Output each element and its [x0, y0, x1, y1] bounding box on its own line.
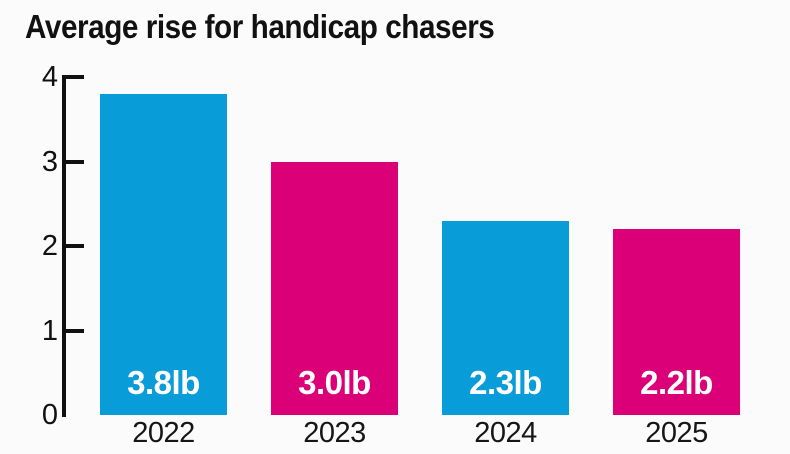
bar-2025: 2.2lb	[613, 229, 740, 415]
y-axis-label-3: 3	[41, 145, 58, 178]
x-axis-label-2023: 2023	[303, 417, 366, 449]
y-axis-tick-2	[62, 244, 84, 248]
bar-value-label-2025: 2.2lb	[640, 363, 713, 401]
y-axis-label-1: 1	[41, 314, 58, 347]
y-axis-tick-3	[62, 159, 84, 164]
y-axis-tick-4	[62, 75, 84, 79]
y-axis-label-4: 4	[41, 61, 58, 93]
bar-value-label-2022: 3.8lb	[127, 363, 200, 401]
bar-value-label-2023: 3.0lb	[298, 364, 371, 401]
bar-2023: 3.0lb	[271, 161, 398, 415]
x-axis-label-2025: 2025	[645, 417, 708, 449]
bar-2024: 2.3lb	[442, 220, 569, 415]
bar-value-label-2024: 2.3lb	[469, 363, 542, 401]
x-axis-label-2024: 2024	[474, 417, 537, 449]
chart-title: Average rise for handicap chasers	[25, 8, 495, 45]
bar-2022: 3.8lb	[100, 93, 227, 415]
y-axis-label-2: 2	[41, 230, 58, 262]
x-axis-label-2022: 2022	[132, 417, 195, 449]
y-axis-label-0: 0	[41, 399, 58, 431]
y-axis-tick-1	[62, 328, 84, 333]
